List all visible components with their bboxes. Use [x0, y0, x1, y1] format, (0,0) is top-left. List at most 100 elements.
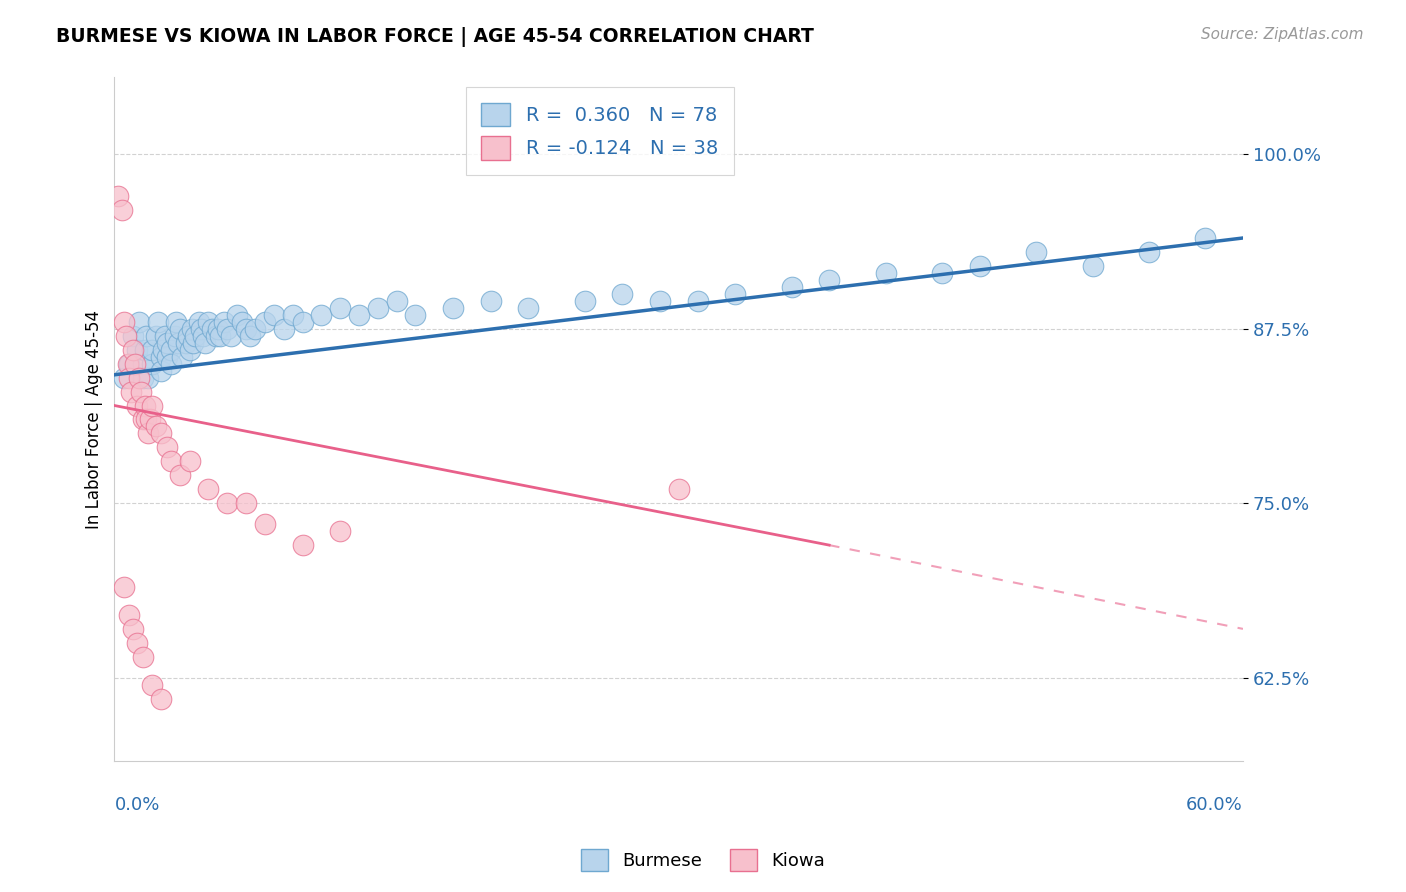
Point — [612, 286, 634, 301]
Point — [404, 308, 426, 322]
Point — [724, 286, 747, 301]
Point — [329, 301, 352, 315]
Point — [184, 328, 207, 343]
Point — [145, 419, 167, 434]
Point — [253, 315, 276, 329]
Point — [134, 343, 156, 357]
Point — [146, 315, 169, 329]
Point — [118, 357, 141, 371]
Point — [969, 259, 991, 273]
Point — [112, 370, 135, 384]
Point — [235, 322, 257, 336]
Point — [129, 384, 152, 399]
Point — [160, 357, 183, 371]
Text: Source: ZipAtlas.com: Source: ZipAtlas.com — [1201, 27, 1364, 42]
Point — [1194, 231, 1216, 245]
Point — [136, 426, 159, 441]
Point — [329, 524, 352, 538]
Point — [311, 308, 333, 322]
Point — [931, 266, 953, 280]
Point — [517, 301, 540, 315]
Point — [780, 280, 803, 294]
Point — [574, 293, 596, 308]
Point — [141, 399, 163, 413]
Point — [273, 322, 295, 336]
Legend: Burmese, Kiowa: Burmese, Kiowa — [574, 842, 832, 879]
Point — [131, 357, 153, 371]
Point — [131, 412, 153, 426]
Point — [225, 308, 247, 322]
Point — [197, 483, 219, 497]
Point — [114, 328, 136, 343]
Y-axis label: In Labor Force | Age 45-54: In Labor Force | Age 45-54 — [86, 310, 103, 529]
Point — [217, 496, 239, 510]
Point — [183, 335, 205, 350]
Point — [1137, 244, 1160, 259]
Point — [156, 350, 179, 364]
Point — [281, 308, 304, 322]
Point — [818, 273, 841, 287]
Point — [239, 328, 262, 343]
Point — [194, 335, 217, 350]
Point — [875, 266, 897, 280]
Text: 0.0%: 0.0% — [114, 797, 160, 814]
Point — [169, 322, 191, 336]
Point — [125, 343, 148, 357]
Point — [205, 328, 228, 343]
Point — [479, 293, 502, 308]
Point — [131, 370, 153, 384]
Point — [166, 315, 188, 329]
Point — [191, 328, 214, 343]
Point — [291, 538, 314, 552]
Point — [668, 483, 690, 497]
Point — [125, 636, 148, 650]
Point — [441, 301, 464, 315]
Point — [167, 335, 190, 350]
Point — [1025, 244, 1047, 259]
Point — [125, 399, 148, 413]
Point — [174, 335, 197, 350]
Point — [145, 328, 167, 343]
Point — [122, 622, 145, 636]
Point — [291, 315, 314, 329]
Point — [686, 293, 709, 308]
Point — [367, 301, 389, 315]
Point — [112, 580, 135, 594]
Point — [231, 315, 253, 329]
Point — [197, 315, 219, 329]
Text: BURMESE VS KIOWA IN LABOR FORCE | AGE 45-54 CORRELATION CHART: BURMESE VS KIOWA IN LABOR FORCE | AGE 45… — [56, 27, 814, 46]
Point — [188, 315, 211, 329]
Point — [177, 328, 200, 343]
Point — [131, 649, 153, 664]
Point — [201, 322, 224, 336]
Point — [111, 202, 134, 217]
Point — [153, 328, 176, 343]
Point — [208, 328, 231, 343]
Point — [263, 308, 285, 322]
Point — [150, 691, 173, 706]
Point — [136, 370, 159, 384]
Point — [152, 343, 174, 357]
Point — [150, 363, 173, 377]
Point — [107, 189, 129, 203]
Point — [180, 322, 202, 336]
Point — [172, 350, 194, 364]
Point — [212, 315, 235, 329]
Point — [160, 454, 183, 468]
Point — [120, 384, 142, 399]
Point — [128, 370, 150, 384]
Point — [134, 399, 156, 413]
Point — [139, 412, 162, 426]
Point — [135, 412, 157, 426]
Point — [169, 468, 191, 483]
Point — [141, 343, 163, 357]
Text: 60.0%: 60.0% — [1187, 797, 1243, 814]
Point — [122, 328, 145, 343]
Legend: R =  0.360   N = 78, R = -0.124   N = 38: R = 0.360 N = 78, R = -0.124 N = 38 — [465, 87, 734, 176]
Point — [141, 678, 163, 692]
Point — [150, 350, 173, 364]
Point — [118, 607, 141, 622]
Point — [124, 357, 146, 371]
Point — [135, 328, 157, 343]
Point — [128, 315, 150, 329]
